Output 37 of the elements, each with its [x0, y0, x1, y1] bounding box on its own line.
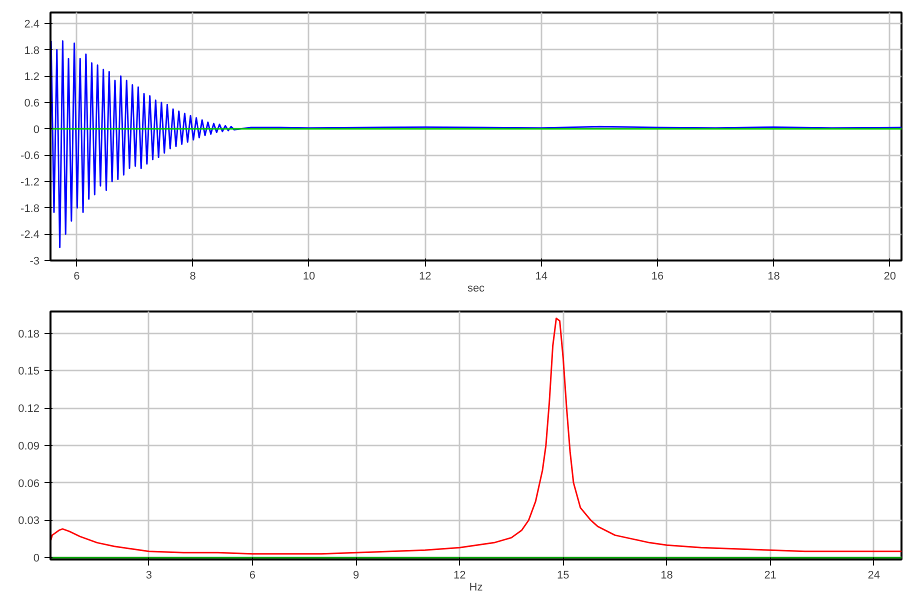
x-tick-label: 16	[651, 270, 664, 282]
x-axis-title: Hz	[469, 582, 483, 594]
y-tick-label: 0.12	[18, 403, 40, 416]
line-series	[50, 40, 902, 248]
y-tick-label: 0	[33, 552, 40, 565]
y-tick-label: 0.15	[18, 366, 40, 378]
y-tick-label: 0.03	[18, 515, 40, 528]
y-tick-label: 1.2	[24, 71, 40, 84]
x-tick-label: 12	[419, 270, 432, 282]
y-tick-label: 1.8	[24, 44, 40, 57]
y-tick-label: 0.18	[18, 328, 40, 340]
x-tick-label: 18	[660, 570, 673, 582]
y-tick-label: 0.09	[18, 440, 40, 452]
y-tick-label: 0.6	[24, 97, 40, 110]
x-tick-label: 8	[190, 270, 196, 282]
y-tick-label: -1.2	[20, 176, 40, 188]
y-tick-label: -3	[30, 256, 40, 268]
x-tick-label: 24	[868, 570, 880, 582]
y-tick-label: 2.4	[24, 18, 40, 30]
x-tick-label: 6	[249, 570, 256, 582]
x-axis-title: sec	[467, 282, 486, 294]
x-tick-label: 15	[557, 570, 570, 582]
x-tick-label: 18	[768, 270, 780, 282]
y-tick-label: 0	[33, 124, 40, 136]
x-tick-label: 12	[453, 570, 466, 582]
x-tick-label: 6	[74, 270, 80, 282]
y-tick-label: -2.4	[20, 229, 40, 242]
y-tick-label: 0.06	[18, 478, 40, 490]
x-tick-label: 20	[884, 270, 896, 282]
y-tick-label: -1.8	[20, 202, 40, 215]
x-tick-label: 14	[535, 270, 548, 282]
x-tick-label: 21	[764, 570, 776, 582]
x-tick-label: 10	[302, 270, 316, 282]
y-tick-label: -0.6	[20, 150, 40, 162]
x-tick-label: 9	[352, 570, 360, 582]
x-tick-label: 3	[146, 570, 152, 582]
line-series	[50, 318, 902, 555]
